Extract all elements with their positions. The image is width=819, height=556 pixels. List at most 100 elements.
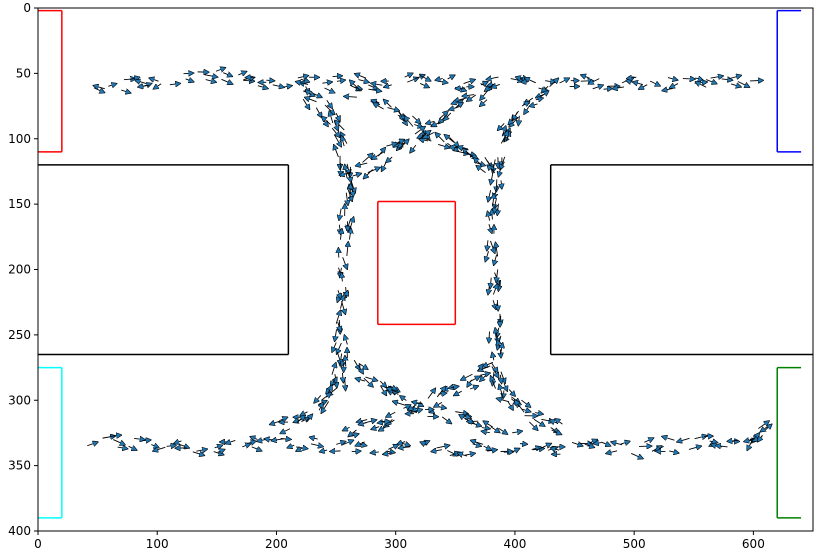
axes-frame xyxy=(37,7,814,532)
trajectory-arrow xyxy=(492,210,493,220)
trajectory-arrow xyxy=(476,166,486,173)
trajectory-arrow xyxy=(384,100,392,108)
trajectory-arrow xyxy=(592,85,603,89)
trajectory-arrow xyxy=(113,439,125,445)
trajectory-arrow xyxy=(462,95,475,97)
trajectory-arrow xyxy=(379,385,386,396)
trajectory-arrow xyxy=(669,451,678,453)
trajectory-arrow xyxy=(426,121,435,123)
trajectory-arrow xyxy=(696,82,707,88)
trajectory-arrow xyxy=(128,446,137,450)
trajectory-arrow xyxy=(589,440,597,444)
trajectory-arrow xyxy=(135,80,147,83)
y-tick-label: 250 xyxy=(8,328,31,342)
trajectory-arrow xyxy=(334,120,338,131)
trajectory-arrow xyxy=(539,91,549,98)
trajectory-arrow xyxy=(436,445,450,448)
trajectory-layer xyxy=(87,68,771,459)
trajectory-arrow xyxy=(242,444,250,447)
trajectory-arrow xyxy=(404,73,413,77)
trajectory-arrow xyxy=(349,172,351,182)
trajectory-arrow xyxy=(488,211,490,221)
trajectory-arrow xyxy=(497,203,498,215)
trajectory-arrow xyxy=(497,398,510,401)
trajectory-arrow xyxy=(368,89,381,91)
trajectory-arrow xyxy=(134,438,145,439)
trajectory-arrow xyxy=(491,376,496,389)
trajectory-arrow xyxy=(388,445,398,450)
trajectory-arrow xyxy=(296,82,307,84)
trajectory-arrow xyxy=(386,411,396,417)
trajectory-arrow xyxy=(386,156,393,162)
trajectory-arrow xyxy=(362,154,373,163)
trajectory-arrow xyxy=(519,444,527,445)
trajectory-arrow xyxy=(314,395,322,402)
trajectory-arrow xyxy=(487,450,497,451)
trajectory-arrow xyxy=(379,427,387,431)
trajectory-arrow xyxy=(358,362,368,369)
trajectory-arrow xyxy=(510,79,523,81)
trajectory-arrow xyxy=(305,97,317,103)
trajectory-arrow xyxy=(481,428,490,429)
trajectory-arrow xyxy=(555,419,563,425)
trajectory-arrow xyxy=(500,374,501,383)
trajectory-arrow xyxy=(336,112,340,121)
y-tick-label: 350 xyxy=(8,459,31,473)
trajectory-arrow xyxy=(631,453,643,458)
y-tick-label: 0 xyxy=(23,1,31,15)
trajectory-arrow xyxy=(356,163,368,166)
trajectory-arrow xyxy=(412,402,423,404)
trajectory-arrow xyxy=(297,76,308,78)
trajectory-arrow xyxy=(315,107,321,118)
trajectory-arrow xyxy=(397,140,405,143)
trajectory-arrow xyxy=(335,311,340,324)
trajectory-arrow xyxy=(507,401,513,410)
trajectory-arrow xyxy=(334,145,339,158)
trajectory-arrow xyxy=(461,373,473,380)
trajectory-arrow xyxy=(488,190,491,201)
trajectory-arrow xyxy=(437,81,447,83)
cyan-left-zone xyxy=(38,366,63,519)
trajectory-arrow xyxy=(319,403,323,411)
trajectory-arrow xyxy=(149,78,159,81)
trajectory-arrow xyxy=(342,257,347,269)
trajectory-arrow xyxy=(511,449,520,453)
trajectory-arrow xyxy=(383,453,393,454)
green-right-zone xyxy=(776,366,802,519)
trajectory-arrow xyxy=(427,388,435,399)
trajectory-arrow xyxy=(372,152,384,159)
trajectory-arrow xyxy=(521,102,529,106)
trajectory-arrow xyxy=(480,89,489,100)
trajectory-arrow xyxy=(345,165,347,179)
trajectory-arrow xyxy=(359,423,367,425)
trajectory-arrow xyxy=(117,447,128,449)
trajectory-arrow xyxy=(492,353,494,361)
trajectory-arrow xyxy=(524,106,529,114)
trajectory-arrow xyxy=(439,111,447,120)
trajectory-arrow xyxy=(310,444,323,447)
trajectory-arrow xyxy=(492,84,500,87)
trajectory-arrow xyxy=(174,441,182,443)
right-obstacle xyxy=(549,164,813,356)
trajectory-arrow xyxy=(490,426,500,433)
trajectory-arrow xyxy=(342,372,343,383)
trajectory-arrow xyxy=(551,448,560,450)
trajectory-arrow xyxy=(758,421,769,429)
trajectory-arrow xyxy=(409,409,423,412)
trajectory-arrow xyxy=(387,388,400,394)
trajectory-arrow xyxy=(521,399,530,407)
trajectory-arrow xyxy=(280,428,291,434)
trajectory-arrow xyxy=(677,438,690,442)
x-tick-label: 0 xyxy=(34,537,42,551)
trajectory-arrow xyxy=(205,80,216,83)
trajectory-arrow xyxy=(758,434,763,441)
x-tick-label: 500 xyxy=(623,537,646,551)
trajectory-arrow xyxy=(667,78,678,80)
trajectory-arrow xyxy=(223,73,232,77)
trajectory-arrow xyxy=(535,413,543,415)
trajectory-arrow xyxy=(705,80,716,84)
trajectory-arrow xyxy=(662,437,675,441)
trajectory-arrow xyxy=(336,80,345,81)
trajectory-arrow xyxy=(508,389,515,396)
trajectory-arrow xyxy=(221,78,232,84)
